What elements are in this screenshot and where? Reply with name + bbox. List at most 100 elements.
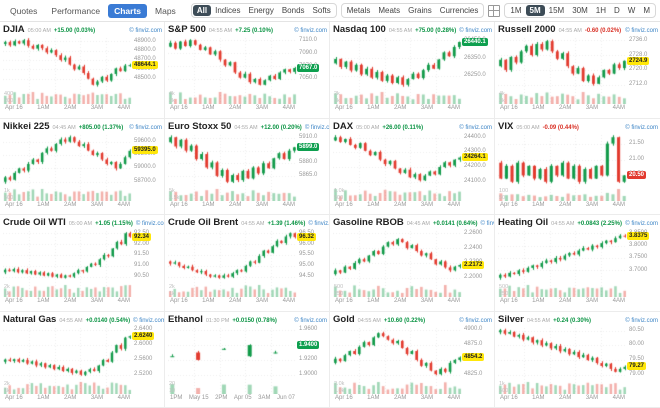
price-tick-label: 48900.0 [134,37,156,44]
price-tick-label: 94.50 [299,273,315,280]
chart-tile-heating-oil[interactable]: Heating Oil 04:55 AM +0.0843 (2.25%) © f… [495,215,660,312]
candlestick-chart[interactable] [333,325,462,394]
finviz-attribution-link[interactable]: © finviz.com [625,28,658,34]
candlestick-chart[interactable] [3,132,132,201]
finviz-attribution-link[interactable]: © finviz.com [459,28,493,34]
volume-tick-label: 2.5k [169,194,180,201]
tab-maps[interactable]: Maps [155,5,176,16]
finviz-attribution-link[interactable]: © finviz.com [294,317,327,324]
candlestick-chart[interactable] [168,325,297,394]
candlestick-chart[interactable] [3,325,132,394]
chart-tile-ethanol[interactable]: Ethanol 01:30 PM +0.0150 (0.78%) © finvi… [165,311,330,408]
candlestick-chart[interactable] [498,325,627,394]
finviz-attribution-link[interactable]: © finviz.com [308,221,329,227]
chart-tile-gold[interactable]: Gold 04:55 AM +10.60 (0.22%) © finviz.co… [330,311,495,408]
chart-header: Euro Stoxx 50 04:55 AM +12.00 (0.20%) © … [168,121,329,133]
timeframe-1m[interactable]: 1M [510,6,522,15]
chart-updated-time: 04:55 AM [526,317,551,324]
finviz-attribution-link[interactable]: © finviz.com [625,124,658,131]
chart-tile-natural-gas[interactable]: Natural Gas 04:55 AM +0.0140 (0.54%) © f… [0,311,165,408]
volume-axis: 4k 2k [169,91,175,104]
chart-change: +75.00 (0.28%) [415,28,457,34]
filter-currencies[interactable]: Currencies [439,6,479,15]
chart-tile-nikkei-225[interactable]: Nikkei 225 04:45 AM +805.00 (1.37%) © fi… [0,118,165,215]
chart-updated-time: 05:00 AM [68,221,93,227]
timeframe-w[interactable]: W [627,6,636,15]
chart-change: +0.24 (0.30%) [553,317,591,324]
finviz-attribution-link[interactable]: © finviz.com [480,221,494,227]
tab-performance[interactable]: Performance [51,5,101,16]
finviz-attribution-link[interactable]: © finviz.com [133,317,164,324]
chart-tile-silver[interactable]: Silver 04:55 AM +0.24 (0.30%) © finviz.c… [495,311,660,408]
time-tick-label: 2AM [229,298,242,304]
finviz-attribution-link[interactable]: © finviz.com [135,221,164,227]
chart-tile-gasoline-rbob[interactable]: Gasoline RBOB 04:45 AM +0.0141 (0.64%) ©… [330,215,495,312]
candlestick-chart[interactable] [498,229,627,297]
candlestick-chart[interactable] [3,229,132,297]
chart-tile-nasdaq-100[interactable]: Nasdaq 100 04:55 AM +75.00 (0.28%) © fin… [330,22,495,119]
timeframe-1h[interactable]: 1H [595,6,606,15]
time-tick-label: 3AM [90,298,104,304]
time-tick-label: 2AM [64,105,77,111]
price-tick-label: 59300.0 [134,151,156,158]
finviz-attribution-link[interactable]: © finviz.com [129,124,162,131]
chart-change: +1.39 (1.46%) [267,221,306,227]
chart-tile-dax[interactable]: DAX 05:00 AM +26.00 (0.11%) © finviz.com… [330,118,495,215]
price-tick-label: 2.2400 [464,244,483,251]
chart-tile-crude-oil-brent[interactable]: Crude Oil Brent 04:55 AM +1.39 (1.46%) ©… [165,215,330,312]
candlestick-chart[interactable] [333,229,462,297]
finviz-attribution-link[interactable]: © finviz.com [294,28,327,34]
candlestick-chart[interactable] [498,36,627,104]
last-price-tag: 1.9400 [297,340,320,349]
candlestick-chart[interactable] [333,132,462,201]
price-tick-label: 91.50 [134,251,150,258]
timeframe-15m[interactable]: 15M [548,6,565,15]
finviz-attribution-link[interactable]: © finviz.com [459,317,492,324]
filter-indices[interactable]: Indices [215,6,241,15]
finviz-attribution-link[interactable]: © finviz.com [625,221,658,227]
candlestick-chart[interactable] [333,36,462,104]
timeframe-5m[interactable]: 5M [525,5,545,16]
volume-tick-label: 50 [499,194,506,201]
tab-quotes[interactable]: Quotes [10,5,38,16]
time-tick-label: Apr 16 [5,105,23,111]
timeframe-30m[interactable]: 30M [572,6,588,15]
candlestick-chart[interactable] [168,36,297,104]
price-tick-label: 2728.0 [629,51,648,58]
filter-all[interactable]: All [192,5,212,16]
chart-layout-icon[interactable] [488,4,501,17]
timeframe-d[interactable]: D [613,6,620,15]
chart-title: Gasoline RBOB [333,217,404,228]
chart-tile-djia[interactable]: DJIA 05:00 AM +15.00 (0.03%) © finviz.co… [0,22,165,119]
filter-metals[interactable]: Metals [346,6,371,15]
time-tick-label: 2AM [394,105,407,111]
finviz-attribution-link[interactable]: © finviz.com [129,28,162,34]
chart-tile-s-p-500[interactable]: S&P 500 04:55 AM +7.25 (0.10%) © finviz.… [165,22,330,119]
chart-tile-vix[interactable]: VIX 05:00 AM -0.09 (0.44%) © finviz.com … [495,118,660,215]
candlestick-chart[interactable] [498,132,627,201]
filter-grains[interactable]: Grains [408,6,432,15]
chart-header: Gold 04:55 AM +10.60 (0.22%) © finviz.co… [333,314,494,326]
finviz-attribution-link[interactable]: © finviz.com [304,124,329,131]
chart-updated-time: 01:30 PM [205,317,230,324]
timeframe-m[interactable]: M [643,6,650,15]
chart-tile-euro-stoxx-50[interactable]: Euro Stoxx 50 04:55 AM +12.00 (0.20%) © … [165,118,330,215]
candlestick-chart[interactable] [168,132,297,201]
filter-meats[interactable]: Meats [378,6,401,15]
time-axis: Apr 16 1AM 2AM 3AM 4AM [333,394,462,402]
filter-energy[interactable]: Energy [248,6,274,15]
candlestick-chart[interactable] [3,36,132,104]
chart-tile-crude-oil-wti[interactable]: Crude Oil WTI 05:00 AM +1.05 (1.15%) © f… [0,215,165,312]
finviz-attribution-link[interactable]: © finviz.com [459,124,492,131]
finviz-attribution-link[interactable]: © finviz.com [625,317,658,324]
time-tick-label: Apr 16 [170,201,188,208]
filter-bonds[interactable]: Bonds [281,6,305,15]
time-tick-label: 3AM [255,201,269,208]
volume-axis: 1.0k 500 [334,188,344,201]
candlestick-chart[interactable] [168,229,297,297]
price-tick-label: 7050.0 [299,75,318,82]
chart-tile-russell-2000[interactable]: Russell 2000 04:55 AM -0.60 (0.02%) © fi… [495,22,660,119]
tab-charts[interactable]: Charts [108,3,148,18]
filter-softs[interactable]: Softs [312,6,331,15]
